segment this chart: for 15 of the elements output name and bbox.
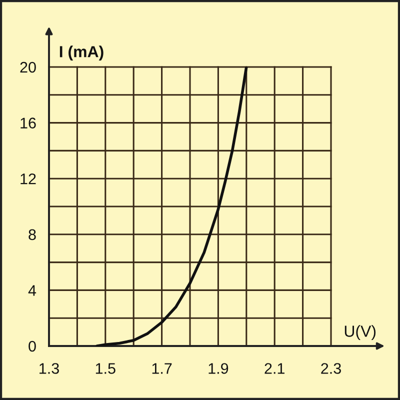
line-series (96, 67, 248, 346)
y-tick-label: 20 (20, 62, 36, 73)
y-tick-label: 0 (28, 340, 36, 352)
y-tick-label: 8 (28, 229, 36, 240)
x-axis-title: U(V) (344, 325, 376, 340)
x-tick-label: 1.7 (152, 363, 172, 374)
x-tick-label: 1.5 (96, 363, 116, 374)
y-axis-title: I (mA) (60, 46, 104, 60)
y-tick-label: 12 (20, 173, 36, 184)
x-tick-label: 1.9 (208, 363, 228, 374)
y-tick-label: 16 (20, 118, 36, 128)
y-tick-label: 4 (28, 285, 36, 296)
x-tick-label: 2.1 (264, 363, 284, 374)
x-tick-label: 2.3 (321, 363, 341, 374)
x-tick-label: 1.3 (40, 363, 59, 374)
